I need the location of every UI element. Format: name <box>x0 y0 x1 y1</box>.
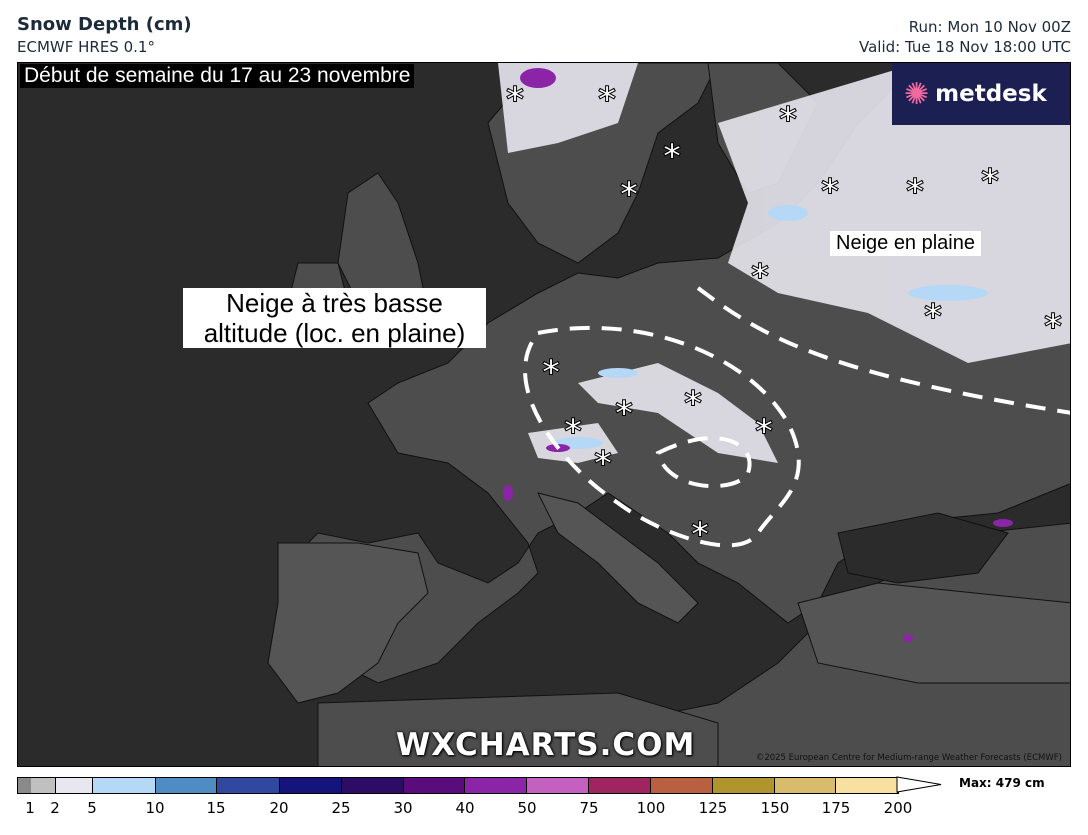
svg-text:*: * <box>564 412 582 452</box>
colorbar-tick-label: 175 <box>821 799 851 817</box>
chart-title: Snow Depth (cm) <box>17 14 192 35</box>
copyright: ©2025 European Centre for Medium-range W… <box>755 753 1062 763</box>
svg-text:*: * <box>981 162 999 202</box>
model-name: ECMWF HRES 0.1° <box>17 38 155 56</box>
metdesk-logo-icon: ✺ <box>904 76 930 112</box>
colorbar-tick-label: 15 <box>206 799 226 817</box>
svg-text:*: * <box>684 384 702 424</box>
svg-text:*: * <box>1044 307 1062 347</box>
annotation-low-altitude: Neige à très basse altitude (loc. en pla… <box>183 288 486 348</box>
dashed-outline <box>523 286 1070 548</box>
snow-depth-map: * * * * * * * * * * * * * * * * * * Début de semaine du… <box>17 62 1071 767</box>
svg-text:*: * <box>615 394 633 434</box>
metdesk-logo: ✺ metdesk <box>892 63 1070 125</box>
colorbar-arrow <box>896 776 942 793</box>
colorbar-tick-label: 1 <box>25 799 35 817</box>
colorbar-tick-label: 10 <box>145 799 165 817</box>
colorbar-segment <box>527 778 590 793</box>
colorbar-segment <box>18 778 31 793</box>
svg-text:*: * <box>821 172 839 212</box>
colorbar-segment <box>775 778 836 793</box>
colorbar-tick-label: 75 <box>579 799 599 817</box>
svg-text:*: * <box>755 412 773 452</box>
colorbar-tick-label: 5 <box>87 799 97 817</box>
colorbar <box>17 777 899 794</box>
colorbar-tick-label: 150 <box>760 799 790 817</box>
colorbar-segment <box>155 778 217 793</box>
colorbar-tick-label: 200 <box>883 799 913 817</box>
colorbar-segment <box>651 778 714 793</box>
svg-text:*: * <box>506 80 524 120</box>
colorbar-segment <box>589 778 652 793</box>
colorbar-tick-label: 30 <box>393 799 413 817</box>
snow-asterisk-icons: * * *** * * *** * **** *** <box>506 80 1063 556</box>
snow-cover <box>498 63 1070 463</box>
deep-snow <box>503 68 1013 642</box>
colorbar-segment <box>465 778 528 793</box>
colorbar-segment <box>216 778 280 793</box>
colorbar-segment <box>836 778 898 793</box>
run-time: Run: Mon 10 Nov 00Z <box>908 18 1071 36</box>
colorbar-tick-label: 25 <box>331 799 351 817</box>
svg-text:*: * <box>906 172 924 212</box>
svg-text:*: * <box>620 175 638 215</box>
snow-5-10cm <box>553 205 988 449</box>
svg-text:*: * <box>542 353 560 393</box>
watermark: WXCHARTS.COM <box>396 727 696 763</box>
valid-time: Valid: Tue 18 Nov 18:00 UTC <box>859 38 1071 56</box>
map-graphic: * * *** * * *** * **** *** <box>267 63 1070 766</box>
colorbar-segment <box>403 778 466 793</box>
colorbar-segment <box>279 778 342 793</box>
svg-text:*: * <box>598 80 616 120</box>
colorbar-tick-label: 125 <box>698 799 728 817</box>
svg-text:*: * <box>663 137 681 177</box>
colorbar-segment <box>30 778 56 793</box>
max-value: Max: 479 cm <box>959 776 1045 790</box>
annotation-plains: Neige en plaine <box>830 231 981 256</box>
colorbar-tick-label: 100 <box>636 799 666 817</box>
svg-text:*: * <box>594 444 612 484</box>
metdesk-logo-text: metdesk <box>935 81 1047 107</box>
colorbar-tick-label: 20 <box>269 799 289 817</box>
svg-text:*: * <box>691 515 709 555</box>
colorbar-tick-label: 40 <box>455 799 475 817</box>
map-banner: Début de semaine du 17 au 23 novembre <box>20 64 415 88</box>
colorbar-segment <box>92 778 156 793</box>
colorbar-tick-label: 2 <box>50 799 60 817</box>
svg-text:*: * <box>751 257 769 297</box>
colorbar-tick-label: 50 <box>517 799 537 817</box>
colorbar-segment <box>341 778 404 793</box>
svg-text:*: * <box>924 297 942 337</box>
colorbar-segment <box>713 778 776 793</box>
colorbar-segment <box>55 778 93 793</box>
svg-text:*: * <box>779 100 797 140</box>
